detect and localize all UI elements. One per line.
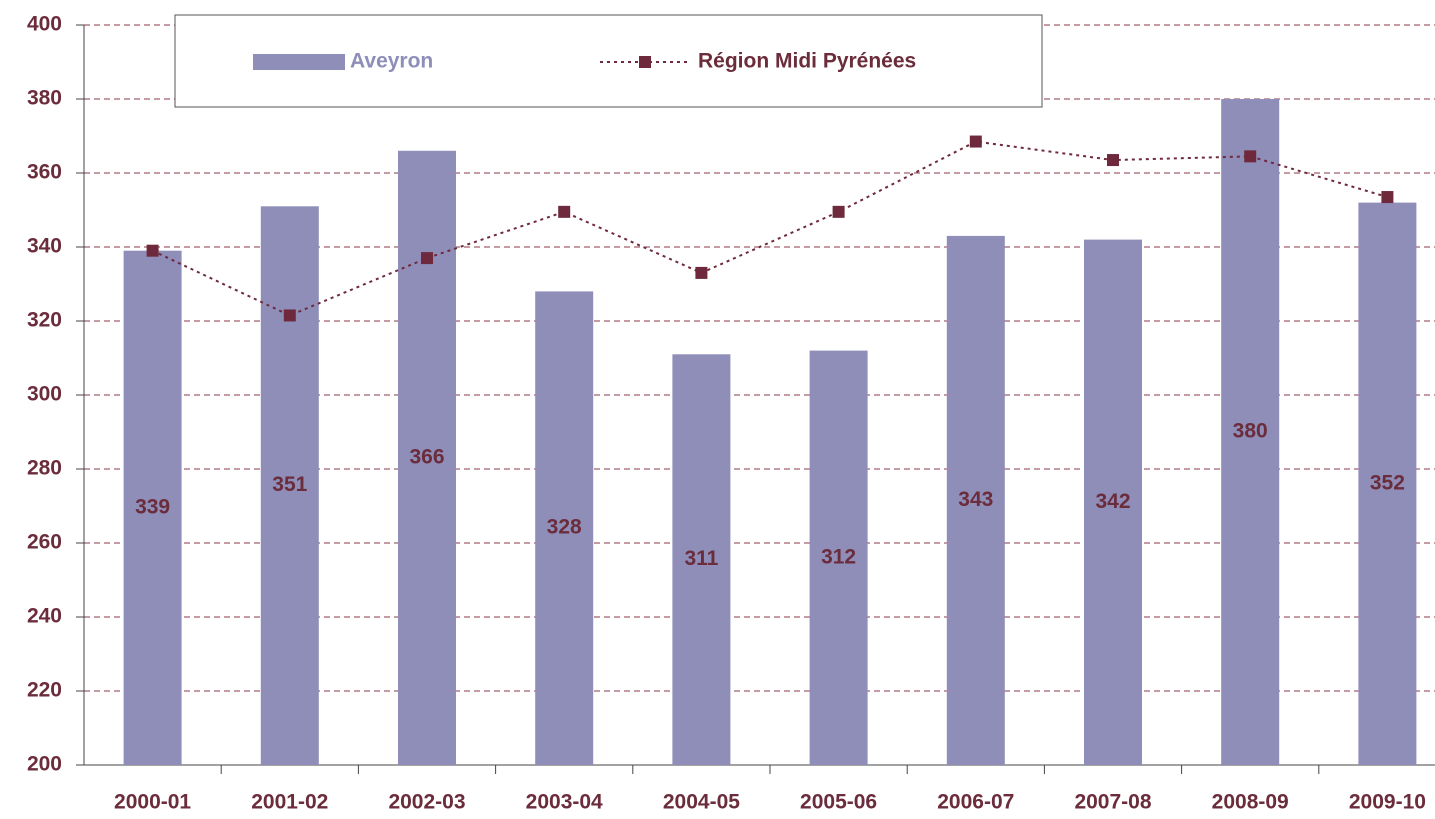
y-tick-label: 400 [27, 13, 62, 36]
y-tick-label: 380 [27, 87, 62, 110]
y-tick-label: 280 [27, 457, 62, 480]
x-tick-label: 2006-07 [937, 791, 1014, 814]
legend-label: Région Midi Pyrénées [698, 50, 916, 73]
legend-swatch [253, 54, 345, 70]
x-tick-label: 2005-06 [800, 791, 877, 814]
bar-value-label: 352 [1370, 471, 1405, 494]
legend-label: Aveyron [350, 50, 433, 73]
bar [535, 291, 594, 765]
x-tick-label: 2007-08 [1074, 791, 1151, 814]
bar [123, 250, 182, 765]
bar [1358, 202, 1417, 766]
bar [1084, 239, 1142, 766]
y-tick-label: 360 [27, 161, 62, 184]
bar-value-label: 312 [821, 545, 856, 568]
line-marker [421, 252, 433, 265]
bar [809, 350, 868, 765]
legend-marker [639, 56, 651, 68]
line-marker [1244, 150, 1257, 163]
bar [672, 354, 731, 765]
y-tick-label: 340 [27, 235, 62, 258]
line-marker [146, 244, 159, 257]
line-marker [695, 266, 708, 279]
y-tick-label: 260 [27, 531, 62, 554]
line-marker [283, 309, 296, 322]
marks: 339 351 366 328 311 312 343 342 380 352 [123, 99, 1417, 766]
y-tick-label: 320 [27, 309, 62, 332]
bar-value-label: 380 [1233, 420, 1268, 443]
bar-value-label: 339 [135, 495, 170, 518]
bar [1221, 99, 1280, 765]
legend: Aveyron Région Midi Pyrénées [174, 14, 1043, 108]
y-tick-label: 240 [27, 605, 62, 628]
line-marker [832, 205, 845, 218]
x-tick-label: 2003-04 [526, 791, 603, 814]
line-marker [558, 205, 571, 218]
x-tick-label: 2009-10 [1349, 791, 1426, 814]
line [152, 140, 1388, 317]
x-tick-label: 2001-02 [251, 791, 328, 814]
x-tick-label: 2008-09 [1212, 791, 1289, 814]
line-marker [1107, 154, 1119, 167]
bar [946, 235, 1005, 765]
y-tick-label: 200 [27, 753, 62, 776]
x-tick-label: 2000-01 [114, 791, 191, 814]
bar-value-label: 343 [958, 488, 993, 511]
bar-value-label: 342 [1095, 490, 1130, 513]
bar-value-label: 351 [272, 473, 307, 496]
line-marker [1381, 191, 1394, 204]
bar [260, 206, 319, 766]
x-tick-label: 2004-05 [663, 791, 740, 814]
bar-value-label: 328 [547, 516, 582, 539]
bar-value-label: 311 [684, 547, 718, 570]
y-tick-label: 220 [27, 679, 62, 702]
y-tick-label: 300 [27, 383, 62, 406]
x-tick-label: 2002-03 [388, 791, 465, 814]
bar-value-label: 366 [409, 445, 444, 468]
line-marker [969, 135, 982, 148]
